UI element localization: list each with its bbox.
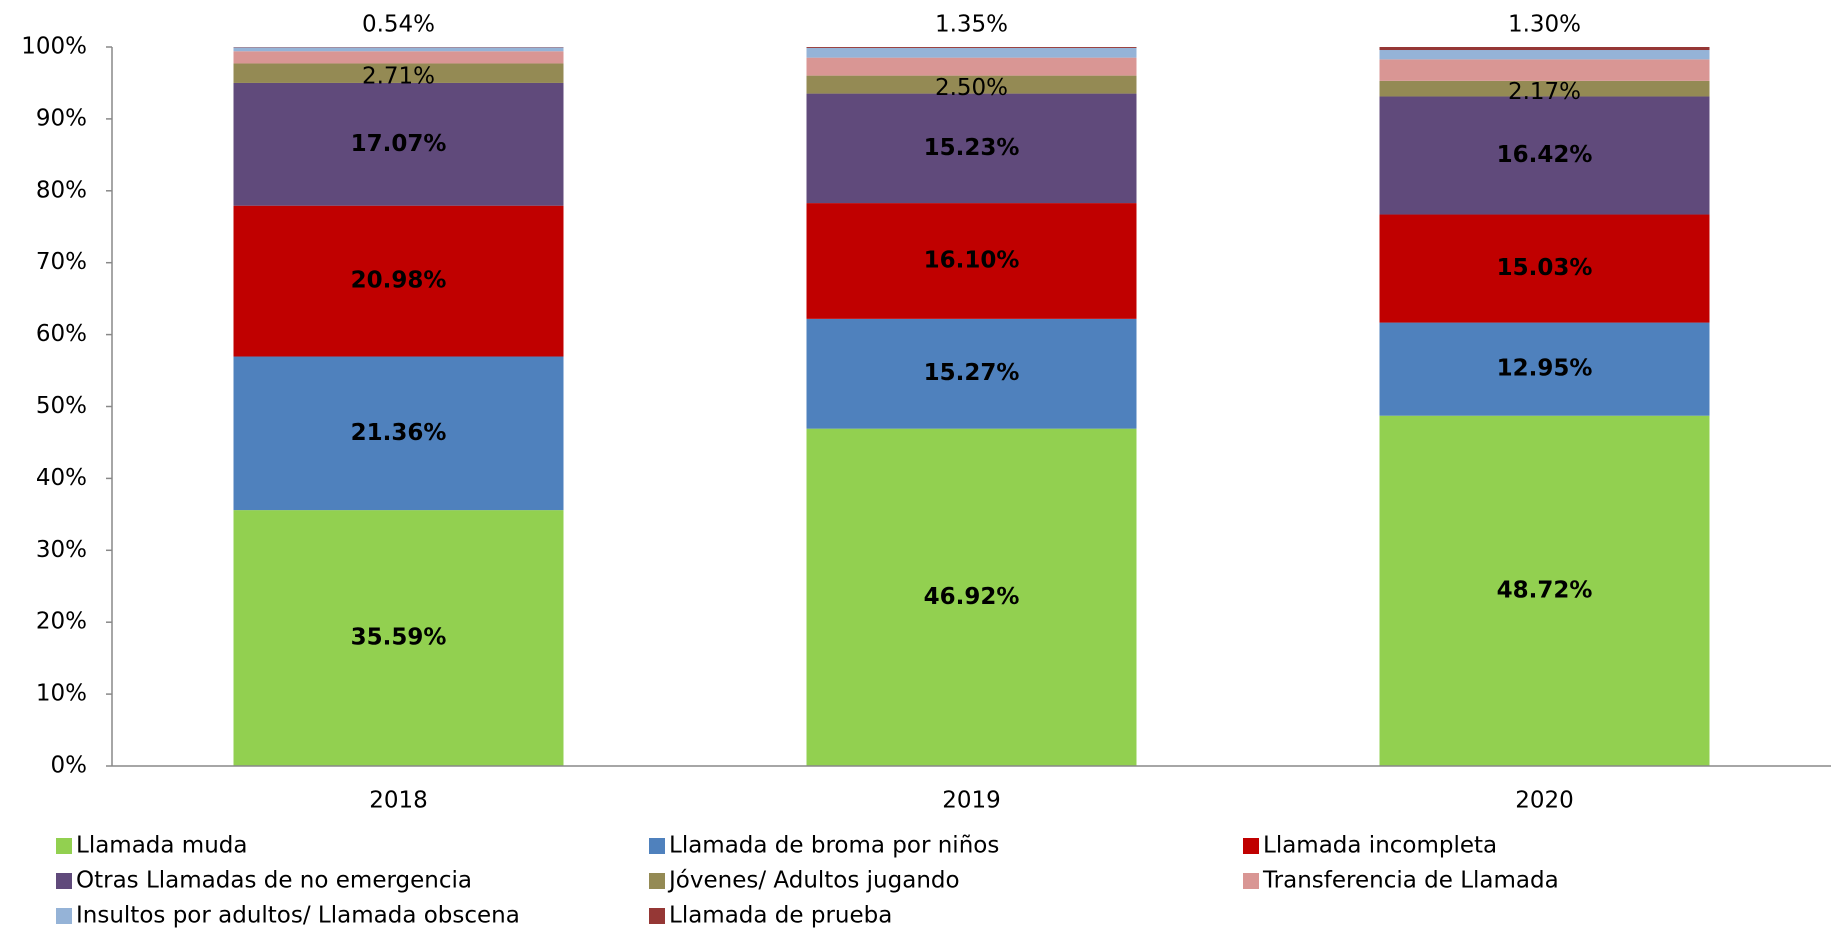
legend-swatch: [1243, 873, 1259, 889]
data-label: 46.92%: [924, 584, 1020, 610]
bar-segment: [806, 428, 1137, 766]
data-label: 20.98%: [351, 268, 447, 294]
legend-label: Llamada de prueba: [669, 903, 892, 929]
y-tick-label: 20%: [36, 609, 87, 635]
bar-segment: [806, 203, 1137, 319]
bar-segment: [806, 93, 1137, 204]
bar-segment: [233, 82, 564, 206]
data-label: 35.59%: [351, 625, 447, 651]
y-tick-label: 70%: [36, 249, 87, 275]
y-tick-label: 0%: [51, 753, 88, 779]
bar-segment: [233, 47, 564, 52]
y-tick-label: 60%: [36, 321, 87, 347]
legend-label: Llamada de broma por niños: [669, 833, 999, 859]
bar-segment: [233, 63, 564, 83]
bar-segment: [806, 47, 1137, 58]
bar-segment: [1379, 80, 1710, 97]
bar-segment: [233, 356, 564, 511]
y-tick-label: 100%: [21, 34, 87, 60]
data-label: 2.50%: [935, 75, 1008, 101]
bar-segment: [1379, 59, 1710, 81]
legend-swatch: [1243, 838, 1259, 854]
bar-segment: [1379, 415, 1710, 766]
data-label: 15.03%: [1497, 255, 1593, 281]
data-label: 15.23%: [924, 135, 1020, 161]
y-tick-label: 50%: [36, 393, 87, 419]
legend-label: Transferencia de Llamada: [1262, 868, 1559, 894]
legend-label: Insultos por adultos/ Llamada obscena: [76, 903, 520, 929]
legend-label: Llamada incompleta: [1263, 833, 1497, 859]
bar-segment: [1379, 50, 1710, 60]
bar-segment: [806, 47, 1137, 48]
bar-segment: [233, 510, 564, 766]
data-label: 12.95%: [1497, 356, 1593, 382]
y-tick-label: 30%: [36, 537, 87, 563]
data-label: 21.36%: [351, 420, 447, 446]
legend-label: Otras Llamadas de no emergencia: [76, 868, 472, 894]
legend-swatch: [56, 873, 72, 889]
data-label: 2.71%: [362, 64, 435, 90]
legend-swatch: [56, 838, 72, 854]
bar-segment: [233, 205, 564, 357]
legend-swatch: [649, 838, 665, 854]
x-tick-label: 2018: [369, 788, 428, 814]
bar-segment: [1379, 47, 1710, 51]
bar-segment: [806, 75, 1137, 94]
data-label: 15.27%: [924, 360, 1020, 386]
bar-segment: [806, 318, 1137, 429]
legend-swatch: [649, 873, 665, 889]
legend-swatch: [56, 908, 72, 924]
data-label: 1.30%: [1508, 12, 1581, 38]
data-label: 16.42%: [1497, 142, 1593, 168]
data-label: 2.17%: [1508, 79, 1581, 105]
y-tick-label: 80%: [36, 177, 87, 203]
legend-swatch: [649, 908, 665, 924]
legend-label: Jóvenes/ Adultos jugando: [667, 868, 960, 894]
bar-segment: [1379, 214, 1710, 323]
data-label: 1.35%: [935, 12, 1008, 38]
data-label: 48.72%: [1497, 577, 1593, 603]
legend-label: Llamada muda: [76, 833, 247, 859]
x-tick-label: 2020: [1515, 788, 1574, 814]
y-tick-label: 40%: [36, 465, 87, 491]
bar-segment: [233, 51, 564, 64]
x-tick-label: 2019: [942, 788, 1001, 814]
data-label: 0.54%: [362, 12, 435, 38]
y-tick-label: 10%: [36, 681, 87, 707]
data-label: 16.10%: [924, 247, 1020, 273]
bar-segment: [1379, 96, 1710, 215]
bar-segment: [1379, 322, 1710, 416]
data-label: 17.07%: [351, 131, 447, 157]
y-tick-label: 90%: [36, 105, 87, 131]
bar-segment: [806, 57, 1137, 76]
